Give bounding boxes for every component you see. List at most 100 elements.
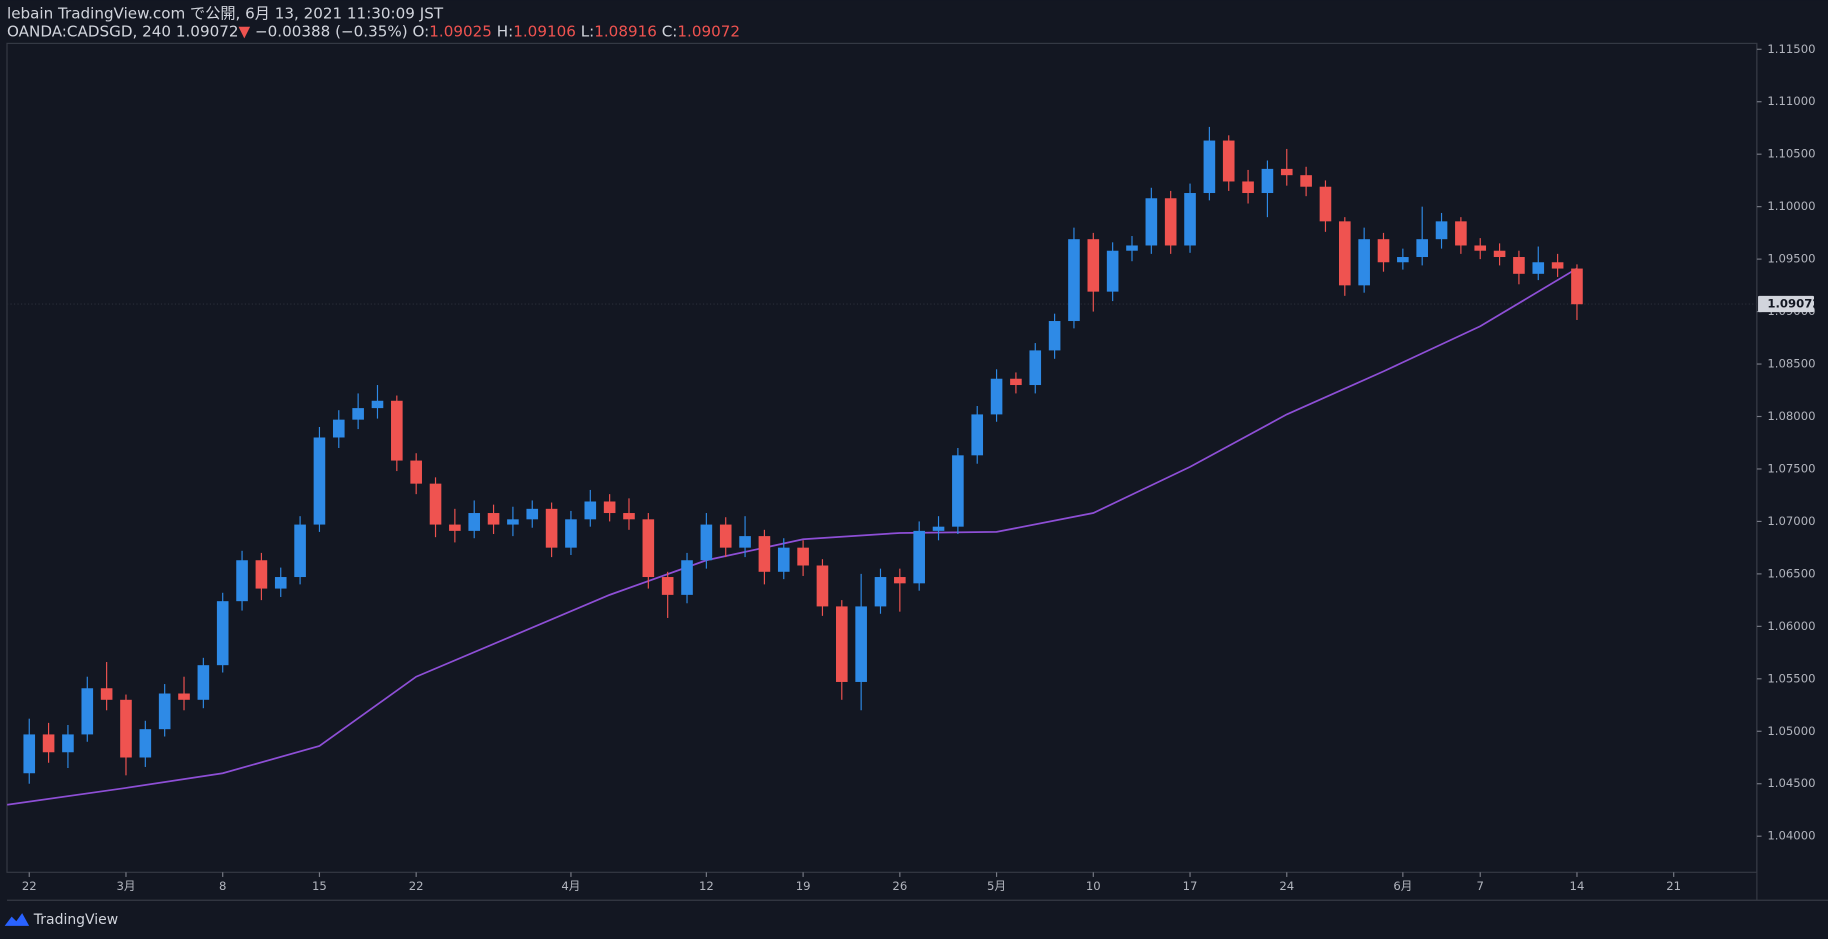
y-tick-label: 1.09500: [1767, 252, 1815, 266]
candle-body: [719, 524, 732, 548]
candle-body: [1087, 239, 1100, 292]
candle-body: [371, 400, 384, 409]
candle-body: [1164, 198, 1177, 246]
candle-body: [1106, 250, 1119, 292]
candle-body: [391, 400, 403, 461]
y-tick-label: 1.11000: [1767, 94, 1815, 108]
candle-body: [545, 508, 558, 548]
change: −0.00388 (−0.35%): [255, 22, 408, 40]
candle-body: [1551, 262, 1564, 269]
candle-body: [62, 734, 74, 753]
arrow: ▼: [238, 22, 250, 40]
x-tick-label: 8: [219, 879, 226, 893]
candle-body: [1358, 239, 1370, 286]
x-tick-label: 4月: [561, 879, 580, 893]
y-tick-label: 1.05500: [1767, 671, 1815, 685]
candle-body: [100, 688, 113, 700]
candle-body: [739, 536, 751, 548]
l-value: 1.08916: [594, 22, 657, 40]
l-label: L:: [581, 22, 595, 40]
candle-body: [565, 519, 577, 548]
x-tick-label: 5月: [987, 879, 1006, 893]
o-value: 1.09025: [429, 22, 492, 40]
x-tick-label: 22: [409, 879, 424, 893]
candle-body: [1010, 378, 1022, 386]
candle-body: [681, 560, 693, 595]
candle-body: [700, 524, 713, 561]
price: 1.09072: [176, 22, 239, 40]
y-tick-label: 1.05000: [1767, 724, 1815, 738]
candle-body: [642, 519, 655, 578]
candle-body: [603, 501, 616, 514]
y-tick-label: 1.06500: [1767, 566, 1815, 580]
candle-body: [1029, 350, 1042, 386]
candle-body: [255, 560, 268, 589]
x-tick-label: 26: [892, 879, 907, 893]
x-tick-label: 22: [22, 879, 37, 893]
candle-body: [1416, 239, 1428, 258]
h-value: 1.09106: [513, 22, 576, 40]
candle-body: [1261, 168, 1274, 194]
x-tick-label: 10: [1086, 879, 1101, 893]
candle-body: [1184, 193, 1196, 246]
candle-body: [1280, 168, 1293, 176]
candle-body: [526, 508, 539, 520]
symbol: OANDA:CADSGD, 240: [7, 22, 171, 40]
candle-body: [178, 693, 190, 700]
c-label: C:: [662, 22, 678, 40]
candle-body: [1339, 221, 1351, 286]
candle-body: [274, 577, 287, 589]
candle-body: [23, 734, 36, 774]
candle-body: [216, 601, 229, 666]
candle-body: [294, 524, 306, 578]
y-tick-label: 1.07500: [1767, 461, 1815, 475]
candle-body: [410, 460, 422, 484]
candle-body: [835, 606, 848, 682]
candle-body: [1493, 250, 1506, 258]
candle-body: [971, 414, 984, 456]
x-tick-label: 12: [699, 879, 714, 893]
candle-body: [816, 565, 829, 607]
candle-body: [623, 513, 635, 520]
o-label: O:: [413, 22, 430, 40]
c-value: 1.09072: [677, 22, 740, 40]
y-tick-label: 1.08500: [1767, 357, 1815, 371]
candle-body: [1048, 321, 1061, 351]
y-tick-label: 1.11500: [1767, 42, 1815, 56]
candle-body: [1319, 186, 1332, 222]
candle-body: [1145, 198, 1158, 246]
candle-body: [797, 547, 809, 566]
x-tick-label: 24: [1279, 879, 1294, 893]
candle-body: [584, 501, 597, 520]
candle-body: [332, 419, 345, 438]
y-tick-label: 1.07000: [1767, 514, 1815, 528]
header-title: lebain TradingView.com で公開, 6月 13, 2021 …: [7, 5, 444, 23]
header-legend: OANDA:CADSGD, 240 1.09072▼ −0.00388 (−0.…: [7, 22, 740, 40]
candle-body: [120, 699, 132, 758]
x-tick-label: 21: [1666, 879, 1681, 893]
x-tick-label: 6月: [1393, 879, 1412, 893]
candle-body: [487, 513, 500, 525]
candle-body: [313, 437, 326, 525]
y-tick-label: 1.06000: [1767, 619, 1815, 633]
plot: 1.04000 1.04500 1.05000 1.05500 1.06000 1.065…: [6, 42, 1820, 893]
candle-body: [1203, 140, 1216, 194]
candle-body: [507, 519, 519, 525]
y-tick-label: 1.04500: [1767, 776, 1815, 790]
candle-body: [758, 536, 771, 572]
candle-body: [952, 455, 964, 527]
candle-body: [158, 693, 171, 730]
candle-body: [855, 606, 867, 682]
candle-body: [894, 577, 906, 584]
footer-brand: TradingView: [33, 912, 118, 928]
x-tick-label: 17: [1183, 879, 1198, 893]
candle-body: [874, 577, 887, 607]
candle-body: [932, 526, 945, 531]
candle-body: [1474, 245, 1487, 251]
x-tick-label: 15: [312, 879, 327, 893]
h-label: H:: [497, 22, 513, 40]
candle-body: [1222, 140, 1235, 182]
y-tick-label: 1.04000: [1767, 829, 1815, 843]
